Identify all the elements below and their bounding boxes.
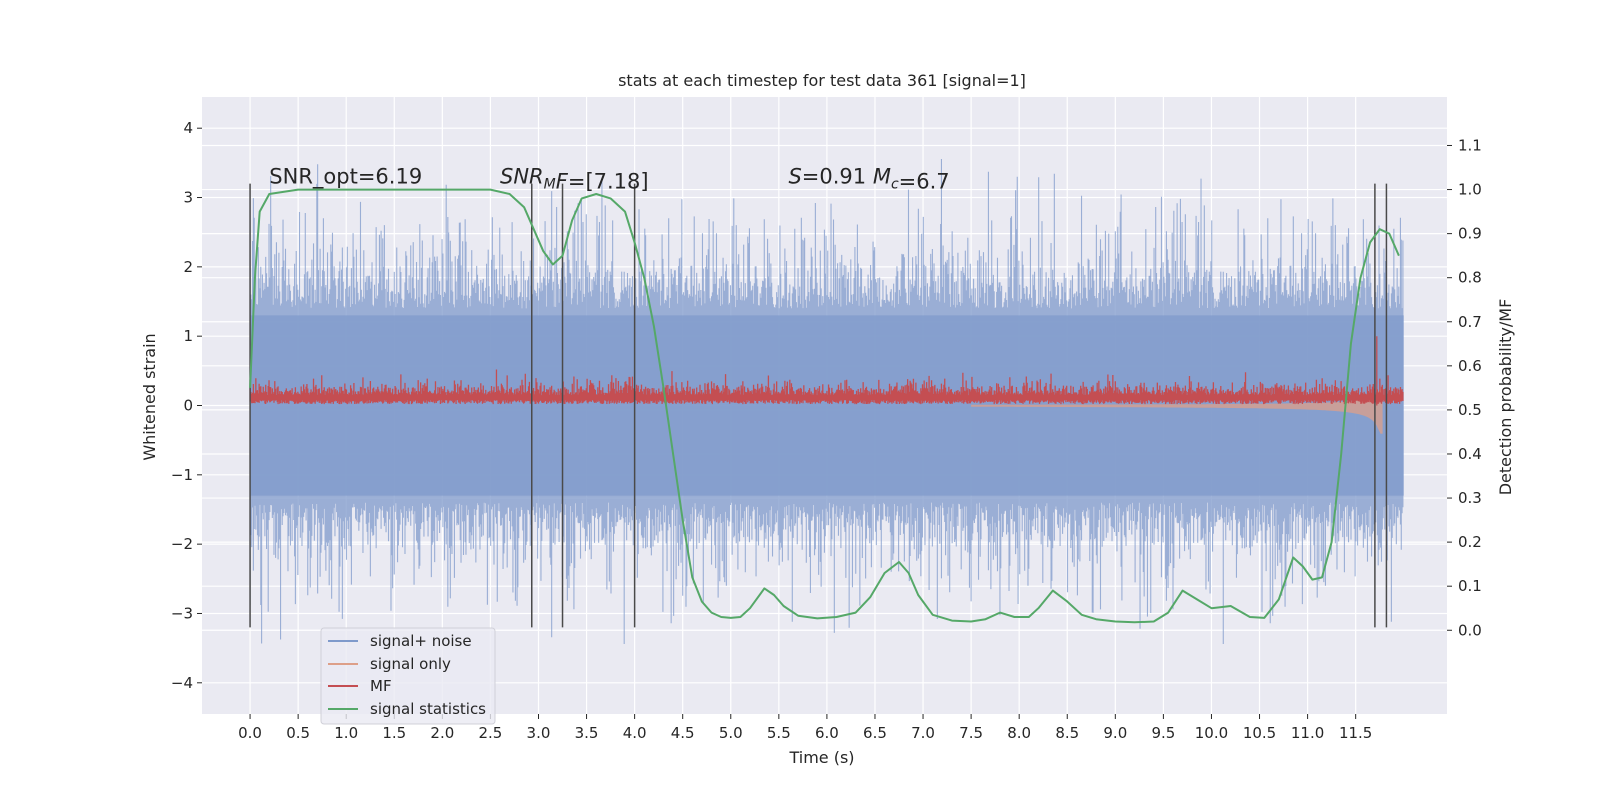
- y-left-tick-label: 4: [183, 119, 193, 137]
- x-tick-label: 9.0: [1103, 724, 1127, 742]
- annotation-part: SNR_opt=6.19: [269, 165, 422, 190]
- x-tick-label: 0.0: [238, 724, 262, 742]
- y-right-tick-label: 0.2: [1458, 533, 1482, 551]
- annotation-part: =0.91: [802, 165, 873, 189]
- x-tick-label: 10.5: [1243, 724, 1276, 742]
- y-right-tick-label: 0.1: [1458, 577, 1482, 595]
- y-left-tick-label: 3: [183, 189, 193, 207]
- y-left-axis-ticks: −4 −3 −2 −1 0 1 2 3 4: [171, 119, 202, 692]
- y-left-tick-label: −3: [171, 604, 193, 622]
- y-left-tick-label: −2: [171, 535, 193, 553]
- y-right-tick-label: 0.6: [1458, 357, 1482, 375]
- legend-label-signal-only: signal only: [370, 655, 451, 673]
- x-tick-label: 8.0: [1007, 724, 1031, 742]
- x-tick-label: 0.5: [286, 724, 310, 742]
- y-right-axis-label: Detection probability/MF: [1496, 299, 1515, 496]
- annotations: SNR_opt=6.19 SNRMF=[7.18] S=0.91 Mc=6.7: [269, 165, 949, 194]
- y-right-tick-label: 1.0: [1458, 181, 1482, 199]
- x-tick-label: 1.0: [334, 724, 358, 742]
- y-left-tick-label: 1: [183, 327, 193, 345]
- annotation-part: S: [788, 165, 801, 189]
- x-tick-label: 7.0: [911, 724, 935, 742]
- x-tick-label: 1.5: [382, 724, 406, 742]
- x-axis-ticks: 0.0 0.5 1.0 1.5 2.0 2.5 3.0 3.5 4.0 4.5 5.0 5.5 6.0 6…: [238, 714, 1372, 742]
- annotation-part: =6.7: [899, 170, 950, 194]
- y-right-tick-label: 0.4: [1458, 445, 1482, 463]
- signal-statistics-line: [249, 188, 1400, 624]
- x-tick-label: 2.5: [478, 724, 502, 742]
- annotation-text: SNR_opt=6.19: [269, 165, 422, 190]
- x-tick-label: 3.0: [527, 724, 551, 742]
- legend: signal+ noise signal only MF signal stat…: [320, 627, 496, 725]
- chart-title: stats at each timestep for test data 361…: [618, 71, 1026, 90]
- legend-label-signal-noise: signal+ noise: [370, 632, 472, 650]
- x-tick-label: 10.0: [1195, 724, 1228, 742]
- y-right-tick-label: 1.1: [1458, 136, 1482, 154]
- annotation-text: S=0.91 Mc=6.7: [788, 165, 949, 194]
- x-tick-label: 5.0: [719, 724, 743, 742]
- x-tick-label: 11.5: [1339, 724, 1372, 742]
- y-left-axis-label: Whitened strain: [140, 333, 159, 460]
- y-right-tick-label: 0.9: [1458, 225, 1482, 243]
- annotation-part: SNR: [500, 165, 544, 189]
- y-right-tick-label: 0.8: [1458, 269, 1482, 287]
- x-tick-label: 4.5: [671, 724, 695, 742]
- y-right-tick-label: 0.3: [1458, 489, 1482, 507]
- x-tick-label: 4.0: [623, 724, 647, 742]
- x-tick-label: 9.5: [1151, 724, 1175, 742]
- x-tick-label: 6.5: [863, 724, 887, 742]
- y-right-tick-label: 0.7: [1458, 313, 1482, 331]
- y-left-tick-label: −1: [171, 466, 193, 484]
- x-tick-label: 8.5: [1055, 724, 1079, 742]
- annotation-part: c: [891, 177, 899, 193]
- annotation-part: F: [556, 170, 569, 194]
- legend-box: [320, 627, 496, 725]
- y-right-tick-label: 0.0: [1458, 621, 1482, 639]
- y-left-tick-label: −4: [171, 674, 193, 692]
- annotation-part: M: [873, 165, 891, 189]
- annotation-part: M: [544, 177, 556, 193]
- x-tick-label: 3.5: [575, 724, 599, 742]
- x-tick-label: 2.0: [430, 724, 454, 742]
- legend-label-signal-statistics: signal statistics: [370, 700, 486, 718]
- x-tick-label: 7.5: [959, 724, 983, 742]
- x-tick-label: 5.5: [767, 724, 791, 742]
- x-tick-label: 11.0: [1291, 724, 1324, 742]
- annotation-part: =[7.18]: [568, 170, 649, 194]
- vertical-markers: [249, 183, 1388, 628]
- y-right-axis-ticks: 0.0 0.1 0.2 0.3 0.4 0.5 0.6 0.7 0.8 0.9 1.0 1.1: [1447, 136, 1482, 639]
- y-left-tick-label: 2: [183, 258, 193, 276]
- signal-statistics-series: [249, 188, 1400, 624]
- x-axis-label: Time (s): [788, 748, 854, 767]
- y-right-tick-label: 0.5: [1458, 401, 1482, 419]
- x-tick-label: 6.0: [815, 724, 839, 742]
- legend-label-mf: MF: [370, 677, 392, 695]
- y-left-tick-label: 0: [183, 397, 193, 415]
- annotation-text: SNRMF=[7.18]: [500, 165, 649, 194]
